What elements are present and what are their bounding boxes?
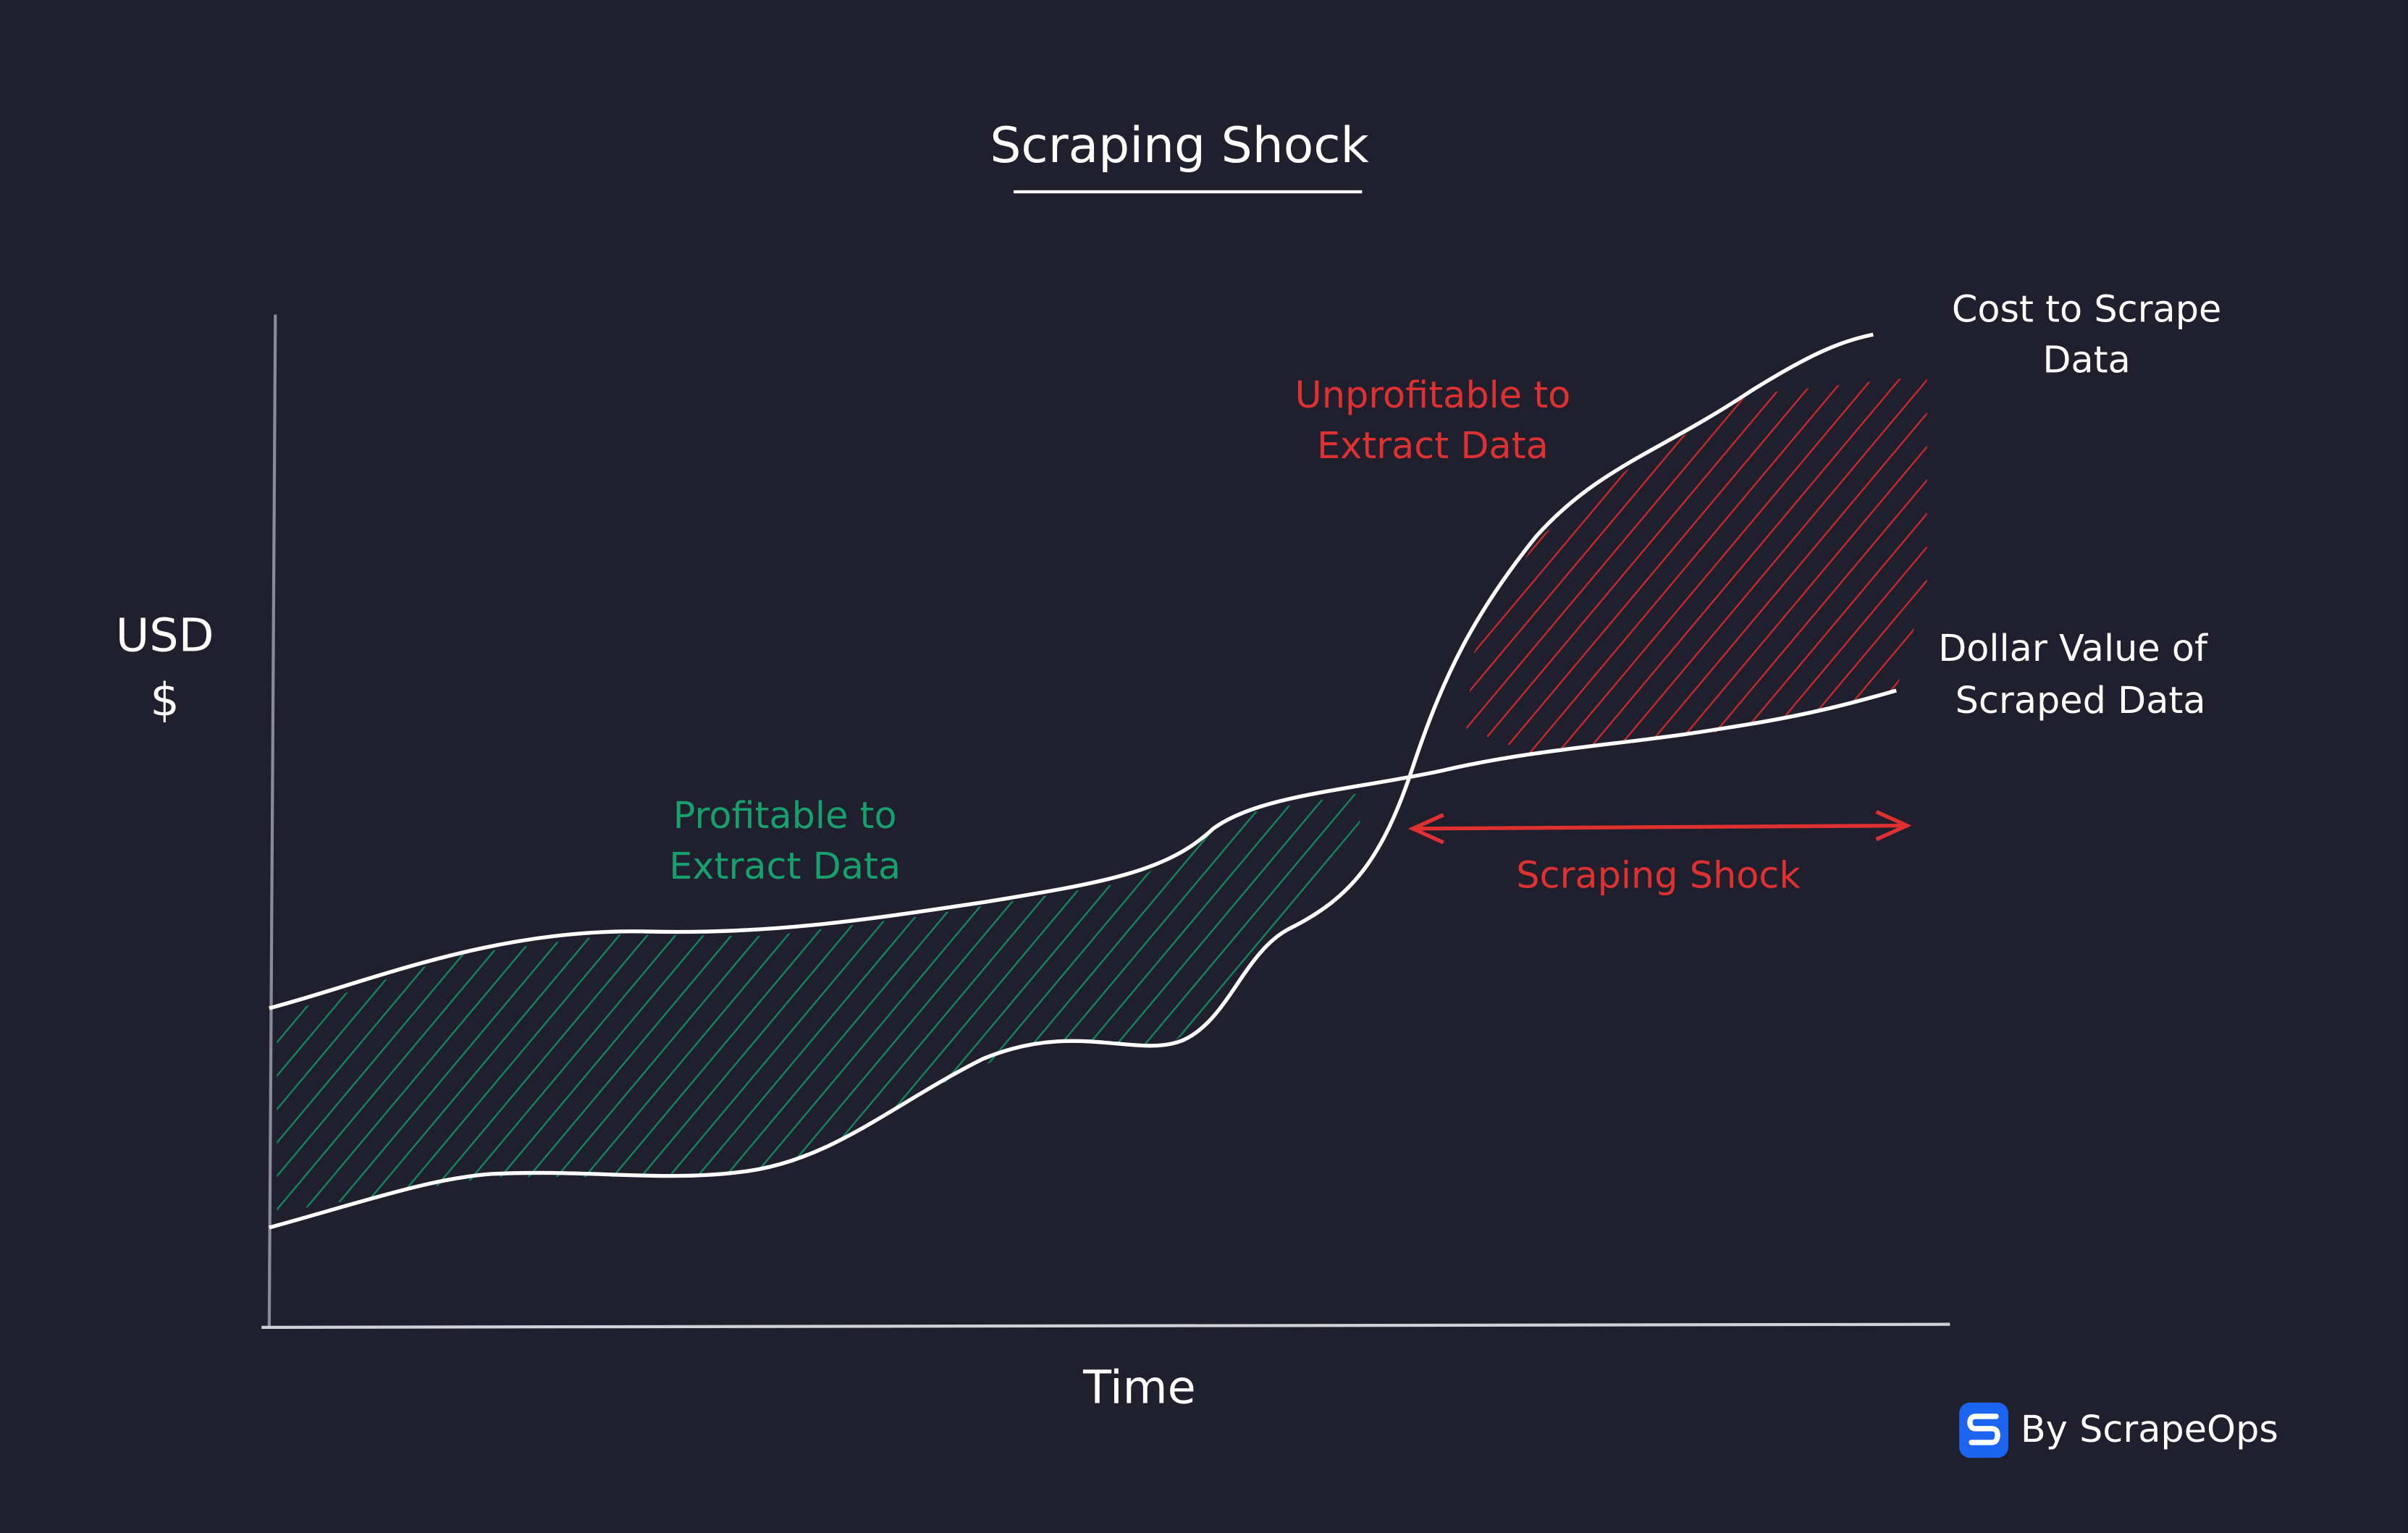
brand: By ScrapeOps (2021, 1408, 2278, 1450)
cost-label: Cost to Scrape (1952, 287, 2221, 330)
profitable-label: Extract Data (669, 845, 901, 887)
loss-region (1466, 376, 1927, 756)
y-axis-label: USD (116, 609, 214, 662)
x-axis-label: Time (1082, 1360, 1196, 1414)
profitable-label: Profitable to (673, 794, 897, 837)
unprofitable-label: Extract Data (1317, 424, 1549, 467)
unprofitable-label: Unprofitable to (1294, 373, 1570, 416)
profit-region (277, 791, 1367, 1212)
value-label: Dollar Value of (1938, 627, 2208, 670)
y-axis (267, 314, 277, 1327)
shock-label: Scraping Shock (1516, 854, 1801, 897)
cost-label: Data (2042, 338, 2130, 381)
title: Scraping Shock (990, 117, 1369, 174)
value-curve (269, 688, 1897, 1010)
cost-curve (269, 332, 1874, 1230)
y-axis-label: $ (150, 673, 179, 727)
x-axis (261, 1322, 1950, 1330)
value-label: Scraped Data (1956, 679, 2206, 722)
brand-logo-mark (1967, 1414, 2000, 1445)
shock-arrow (1407, 810, 1912, 845)
